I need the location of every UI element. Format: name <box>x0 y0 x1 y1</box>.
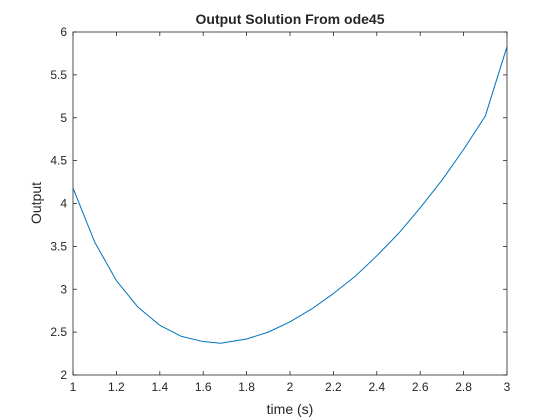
x-axis-label: time (s) <box>267 401 314 417</box>
y-tick-label: 2.5 <box>50 325 67 339</box>
y-tick-label: 3.5 <box>50 239 67 253</box>
y-tick-label: 6 <box>60 25 67 39</box>
chart-title: Output Solution From ode45 <box>196 11 385 27</box>
x-tick-label: 1 <box>70 380 77 394</box>
y-tick-label: 3 <box>60 282 67 296</box>
axis-ticks <box>72 31 508 376</box>
series-line <box>72 46 508 344</box>
y-tick-label: 4 <box>60 197 67 211</box>
series-lines <box>72 46 508 344</box>
x-tick-label: 2.4 <box>368 380 385 394</box>
x-tick-label: 1.2 <box>108 380 125 394</box>
y-tick-label: 2 <box>60 368 67 382</box>
x-tick-label: 2.6 <box>412 380 429 394</box>
x-tick-label: 1.4 <box>151 380 168 394</box>
y-axis-label: Output <box>28 182 44 224</box>
x-tick-label: 1.8 <box>238 380 255 394</box>
plot-area <box>72 31 508 376</box>
x-tick-label: 2 <box>287 380 294 394</box>
y-tick-label: 5 <box>60 111 67 125</box>
x-tick-label: 3 <box>504 380 511 394</box>
y-tick-label: 5.5 <box>50 68 67 82</box>
x-tick-label: 1.6 <box>195 380 212 394</box>
tick-labels: 1 1.2 1.4 1.6 1.8 2 2.2 2.4 2.6 2.8 3 2 2.5 3 3.5 4 4.5 5… <box>50 25 510 394</box>
x-tick-label: 2.2 <box>325 380 342 394</box>
y-tick-label: 4.5 <box>50 154 67 168</box>
x-tick-label: 2.8 <box>455 380 472 394</box>
